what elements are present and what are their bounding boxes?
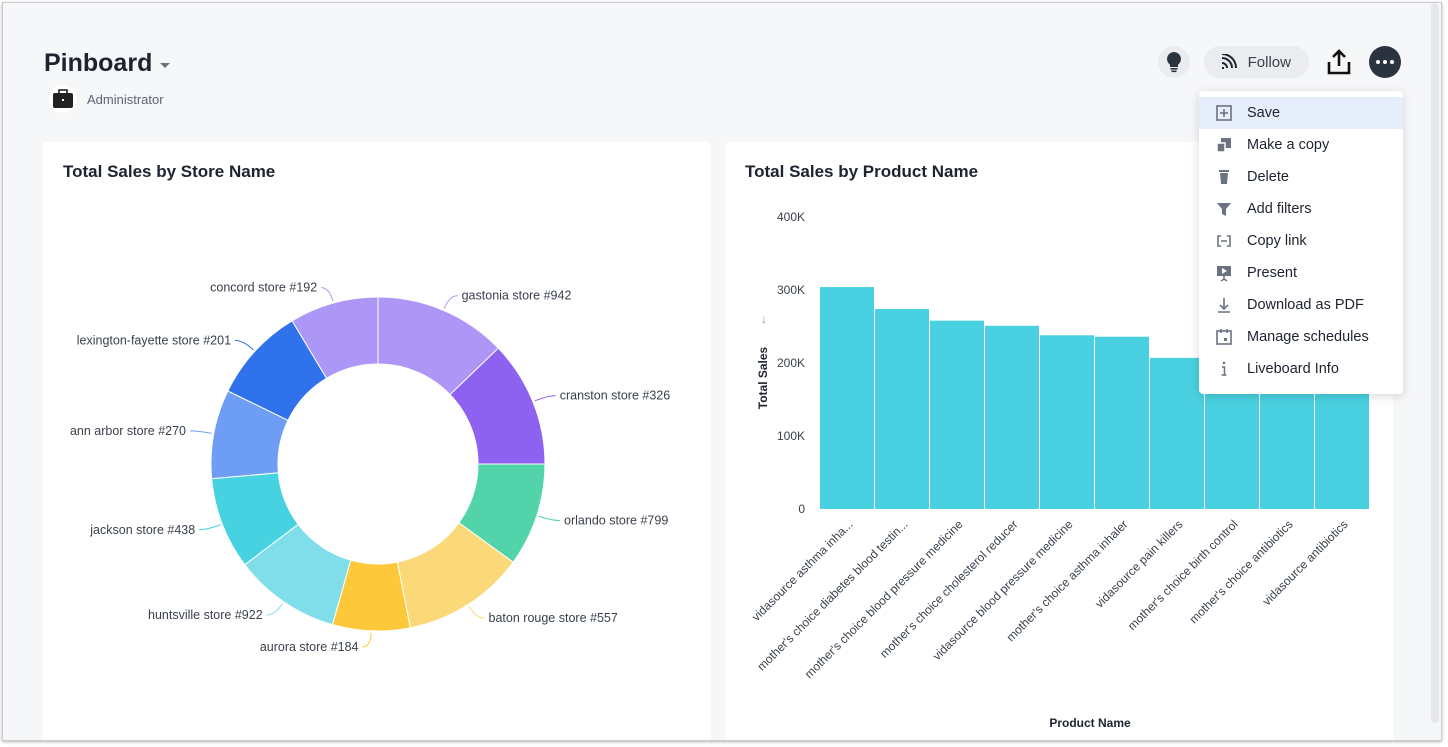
bar (820, 287, 874, 509)
menu-item-label: Delete (1247, 169, 1289, 185)
x-axis-label: Product Name (1049, 716, 1131, 730)
y-tick-label: 300K (777, 283, 805, 297)
caret-down-icon[interactable] (160, 63, 171, 68)
menu-item-manage-schedules[interactable]: Manage schedules (1199, 321, 1403, 353)
dot-icon (1390, 60, 1394, 64)
menu-item-add-filters[interactable]: Add filters (1199, 193, 1403, 225)
menu-item-copy-link[interactable]: Copy link (1199, 225, 1403, 257)
sort-descending-icon: ↓ (761, 312, 767, 326)
slice-label: baton rouge store #557 (489, 611, 618, 625)
bar (930, 320, 984, 509)
leader-line (538, 515, 561, 522)
menu-item-download-as-pdf[interactable]: Download as PDF (1199, 289, 1403, 321)
scrollbar[interactable] (1431, 3, 1439, 723)
slice-label: lexington-fayette store #201 (77, 333, 231, 347)
menu-item-label: Add filters (1247, 201, 1312, 217)
bar (1150, 357, 1204, 509)
bar (985, 325, 1039, 509)
donut-chart-card: Total Sales by Store Name gastonia store… (43, 142, 711, 740)
leader-line (266, 603, 283, 616)
pinboard-title[interactable]: Pinboard (44, 49, 171, 78)
lightbulb-icon (1166, 52, 1181, 73)
dot-icon (1376, 60, 1380, 64)
menu-item-present[interactable]: Present (1199, 257, 1403, 289)
dot-icon (1383, 60, 1387, 64)
chart-title: Total Sales by Product Name (745, 162, 979, 181)
x-tick-label: vidasource asthma inha... (749, 517, 856, 624)
filter-icon (1217, 203, 1231, 216)
trash-icon (1219, 170, 1229, 184)
menu-item-label: Make a copy (1247, 137, 1330, 153)
leader-line (199, 524, 221, 531)
donut-slice (291, 296, 379, 379)
link-icon (1217, 235, 1231, 247)
info-icon (1221, 361, 1227, 376)
slice-label: orlando store #799 (564, 514, 668, 528)
menu-item-make-a-copy[interactable]: Make a copy (1199, 129, 1403, 161)
leader-line (443, 295, 458, 309)
menu-item-label: Present (1247, 265, 1297, 281)
slice-label: gastonia store #942 (462, 289, 572, 303)
y-tick-label: 400K (777, 210, 805, 224)
x-tick-label: mother's choice birth control (1125, 517, 1241, 633)
bar-chart: 0 100K 200K 300K 400K vidasource asthma inha.… (749, 210, 1369, 730)
leader-line (534, 395, 556, 402)
y-tick-label: 0 (798, 502, 805, 516)
leader-line (468, 606, 485, 619)
menu-item-label: Download as PDF (1247, 297, 1364, 313)
share-button[interactable] (1323, 46, 1355, 78)
briefcase-icon (49, 85, 77, 113)
plus-square-icon (1216, 105, 1232, 121)
slice-label: cranston store #326 (560, 389, 671, 403)
y-tick-label: 100K (777, 429, 805, 443)
calendar-icon (1216, 329, 1232, 345)
slice-label: concord store #192 (210, 281, 317, 295)
leader-line (190, 430, 212, 434)
y-tick-label: 200K (777, 356, 805, 370)
download-icon (1218, 298, 1230, 313)
owner-name: Administrator (87, 91, 164, 107)
lightbulb-button[interactable] (1157, 46, 1190, 78)
donut-chart: gastonia store #942 cranston store #326 or… (70, 281, 671, 654)
slice-label: aurora store #184 (260, 640, 359, 654)
copy-icon (1216, 138, 1231, 153)
share-icon (1327, 49, 1351, 75)
present-icon (1217, 266, 1231, 282)
menu-item-label: Liveboard Info (1247, 361, 1339, 377)
leader-line (235, 339, 254, 351)
owner: Administrator (49, 85, 164, 113)
menu-item-liveboard-info[interactable]: Liveboard Info (1199, 353, 1403, 385)
menu-item-label: Save (1247, 105, 1281, 121)
bar (875, 308, 929, 509)
x-tick-label: mother's choice antibiotics (1186, 517, 1295, 626)
slice-label: jackson store #438 (89, 523, 195, 537)
leader-line (321, 287, 334, 302)
bar (1040, 335, 1094, 509)
menu-item-label: Copy link (1247, 233, 1307, 249)
menu-item-delete[interactable]: Delete (1199, 161, 1403, 193)
more-menu: Save Make a copy Delete Add filters Copy lin… (1199, 91, 1403, 394)
bar (1095, 336, 1149, 509)
slice-label: huntsville store #922 (148, 608, 263, 622)
rss-icon (1221, 54, 1237, 69)
chart-title: Total Sales by Store Name (63, 162, 276, 181)
follow-button[interactable]: Follow (1203, 46, 1309, 78)
more-button[interactable] (1369, 46, 1401, 78)
y-axis-label: Total Sales (756, 346, 770, 409)
menu-item-save[interactable]: Save (1199, 97, 1403, 129)
slice-label: ann arbor store #270 (70, 424, 186, 438)
leader-line (362, 632, 372, 648)
menu-item-label: Manage schedules (1247, 329, 1369, 345)
